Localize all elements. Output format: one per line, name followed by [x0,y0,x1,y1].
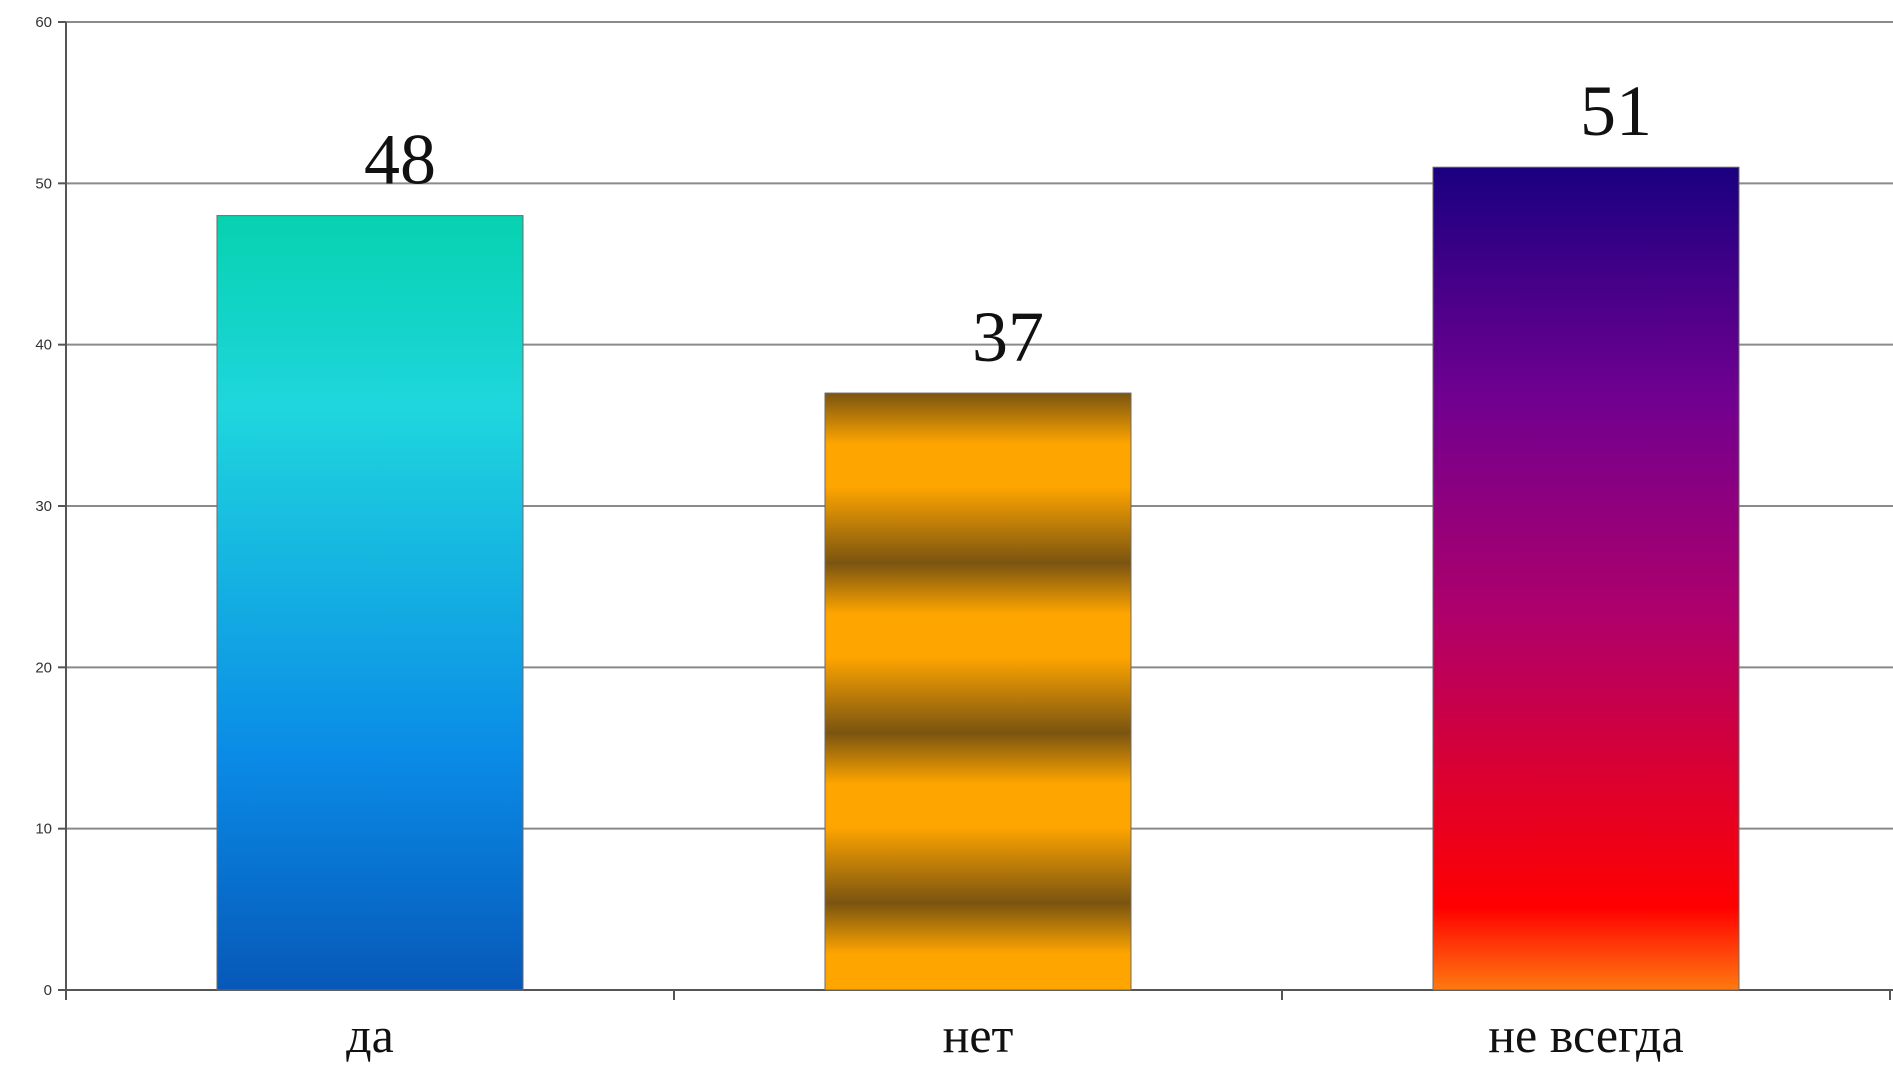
y-tick-label: 0 [44,982,52,999]
x-tick-label: нет [943,1007,1014,1063]
y-tick-label: 20 [35,659,52,676]
data-label: 37 [972,297,1044,377]
y-tick-label: 10 [35,821,52,838]
y-tick-label: 40 [35,337,52,354]
bar-2 [824,392,1132,991]
y-tick-label: 30 [35,498,52,515]
x-tick-label: да [346,1007,394,1063]
y-tick-label: 50 [35,175,52,192]
bar-3 [1432,166,1740,991]
bars [216,166,1740,991]
data-label: 51 [1580,71,1652,151]
data-label: 48 [364,120,436,200]
x-tick-label: не всегда [1488,1007,1683,1063]
labels: 0 10 20 30 40 50 60 48 да 37 нет 51 не всегда [35,14,1683,1063]
y-tick-label: 60 [35,14,52,31]
bar-1 [216,215,524,991]
